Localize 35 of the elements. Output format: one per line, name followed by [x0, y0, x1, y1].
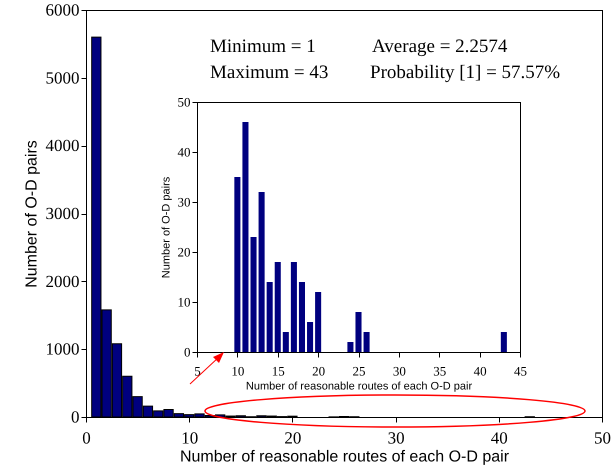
x-tick-label: 35 [433, 364, 446, 378]
y-tick-label: 2000 [46, 272, 80, 291]
y-tick-label: 6000 [46, 0, 80, 20]
x-tick-label: 40 [474, 364, 487, 378]
x-tick-label: 45 [514, 364, 527, 378]
x-tick-label: 20 [284, 428, 302, 448]
y-tick-label: 3000 [46, 204, 80, 223]
x-tick-label: 20 [312, 364, 326, 378]
annotation: Minimum = 1 [210, 36, 316, 57]
x-tick-label: 30 [392, 364, 406, 378]
x-tick-label: 5 [194, 364, 201, 378]
y-tick-label: 20 [178, 244, 190, 260]
x-axis-title: Number of reasonable routes of each O-D pair [246, 380, 472, 392]
x-tick-label: 0 [82, 428, 91, 448]
y-tick-label: 1000 [46, 340, 80, 359]
x-tick-label: 40 [490, 428, 508, 448]
x-tick-label: 15 [272, 364, 285, 378]
y-tick-label: 0 [184, 344, 190, 360]
y-tick-label: 40 [178, 144, 190, 160]
annotation: Maximum = 43 [210, 62, 328, 83]
x-axis-title: Number of reasonable routes of each O-D pair [180, 448, 510, 466]
y-tick-label: 4000 [46, 136, 80, 156]
annotation: Probability [1] = 57.57% [370, 62, 560, 83]
x-tick-label: 30 [388, 428, 405, 448]
y-tick-label: 50 [178, 94, 190, 110]
y-tick-label: 5000 [46, 68, 80, 88]
y-tick-label: 10 [178, 294, 190, 310]
y-axis-title: Number of O-D pairs [160, 176, 172, 278]
y-axis-title: Number of O-D pairs [24, 140, 40, 288]
x-tick-label: 50 [594, 428, 611, 448]
y-tick-label: 30 [178, 194, 190, 210]
annotation: Average = 2.2574 [372, 36, 508, 57]
x-tick-label: 25 [352, 364, 366, 378]
x-tick-label: 10 [231, 364, 244, 378]
y-tick-label: 0 [71, 408, 80, 426]
